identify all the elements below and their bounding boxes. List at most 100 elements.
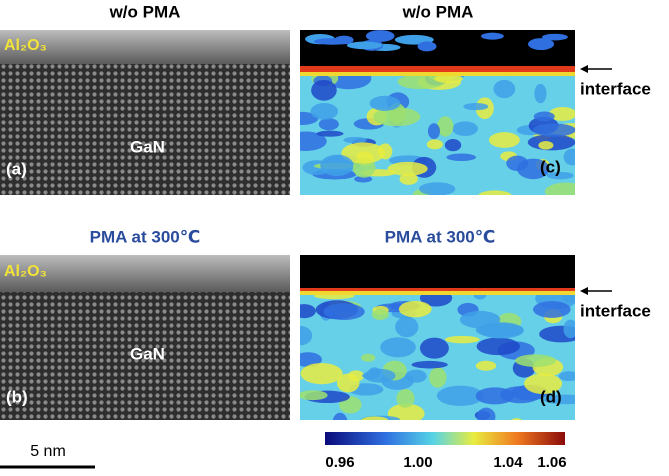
- annotation: interface: [580, 301, 651, 320]
- interface-band: [300, 291, 575, 295]
- oxide-blob: [480, 32, 504, 40]
- strain-blob: [300, 390, 328, 401]
- strain-blob: [300, 304, 316, 319]
- strain-blob: [419, 337, 449, 359]
- panel-label: (b): [6, 387, 28, 406]
- strain-blob: [341, 142, 386, 164]
- strain-blob: [475, 387, 515, 405]
- tem-image-b: [0, 255, 290, 420]
- strain-blob: [436, 385, 484, 406]
- strain-blob: [387, 403, 425, 420]
- colorbar-tick-label: 1.00: [403, 454, 432, 471]
- strain-blob: [411, 360, 448, 369]
- interface-band: [300, 72, 575, 76]
- strain-blob: [563, 148, 575, 166]
- strain-blob: [332, 412, 348, 420]
- interface-arrow: [580, 287, 612, 295]
- strain-blob: [444, 335, 480, 344]
- strain-blob: [510, 418, 523, 420]
- panel-title: PMA at 300℃: [90, 227, 201, 246]
- strain-blob: [427, 123, 441, 140]
- strain-blob: [362, 372, 380, 379]
- strain-blob: [310, 103, 339, 120]
- strain-blob: [563, 319, 575, 339]
- strain-blob: [524, 373, 563, 395]
- scale-label: 5 nm: [30, 443, 66, 460]
- strain-blob: [533, 301, 571, 318]
- strain-blob: [343, 136, 367, 144]
- annotation: interface: [580, 79, 651, 98]
- strain-blob: [476, 337, 521, 356]
- strain-map-d: [300, 255, 575, 420]
- panel-title: w/o PMA: [402, 2, 474, 21]
- strain-blob: [475, 323, 524, 337]
- oxide-blob: [365, 30, 395, 42]
- interface-arrow: [580, 65, 612, 73]
- strain-blob: [444, 139, 462, 152]
- strain-blob: [476, 407, 496, 420]
- substrate-label: GaN: [130, 344, 165, 363]
- strain-blob: [378, 143, 393, 160]
- oxide-blob: [528, 38, 555, 51]
- strain-blob: [396, 389, 415, 408]
- strain-blob: [434, 74, 463, 84]
- strain-blob: [558, 371, 575, 382]
- strain-blob: [426, 139, 443, 150]
- strain-blob: [488, 132, 520, 148]
- strain-map-c: [300, 30, 575, 195]
- strain-blob: [371, 309, 389, 320]
- panel-label: (c): [540, 157, 561, 176]
- strain-blob: [539, 325, 575, 343]
- oxide-blob: [346, 41, 383, 50]
- strain-blob: [463, 102, 489, 111]
- oxide-blob: [417, 41, 437, 52]
- strain-blob: [318, 118, 339, 131]
- strain-blob: [546, 171, 574, 180]
- strain-blob: [395, 316, 419, 338]
- strain-blob: [311, 79, 337, 101]
- strain-blob: [361, 416, 389, 420]
- strain-blob: [300, 131, 327, 152]
- interface-band: [300, 66, 575, 72]
- panel-title: PMA at 300℃: [385, 227, 496, 246]
- strain-blob: [373, 107, 421, 127]
- strain-blob: [446, 153, 477, 162]
- layer-label: Al₂O₃: [4, 37, 47, 54]
- strain-blob: [320, 154, 354, 177]
- strain-blob: [316, 130, 344, 137]
- strain-blob: [493, 79, 516, 99]
- strain-blob: [360, 353, 376, 362]
- strain-blob: [542, 394, 575, 405]
- strain-blob: [380, 337, 416, 358]
- colorbar: [325, 432, 565, 445]
- strain-blob: [538, 141, 554, 150]
- strain-blob: [418, 182, 456, 195]
- strain-blob: [478, 190, 512, 195]
- strain-blob: [347, 370, 365, 382]
- strain-blob: [300, 362, 343, 385]
- strain-blob: [405, 369, 427, 383]
- oxide-blob: [313, 38, 351, 45]
- panel-label: (a): [6, 159, 27, 178]
- strain-blob: [437, 116, 454, 137]
- panel-title: w/o PMA: [109, 2, 181, 21]
- strain-blob: [544, 182, 575, 195]
- strain-blob: [534, 83, 547, 104]
- interface-band: [300, 288, 575, 291]
- strain-blob: [517, 158, 550, 180]
- substrate-label: GaN: [130, 137, 165, 156]
- strain-blob: [387, 161, 428, 176]
- strain-blob: [515, 354, 556, 368]
- strain-blob: [533, 111, 555, 122]
- layer-label: Al₂O₃: [4, 263, 47, 280]
- tem-image-a: [0, 30, 290, 195]
- strain-blob: [369, 95, 401, 111]
- strain-blob: [398, 301, 432, 318]
- strain-blob: [532, 123, 575, 137]
- strain-blob: [429, 367, 447, 388]
- strain-blob: [548, 106, 575, 121]
- strain-blob: [475, 360, 497, 371]
- panel-label: (d): [540, 387, 562, 406]
- strain-blob: [354, 175, 373, 183]
